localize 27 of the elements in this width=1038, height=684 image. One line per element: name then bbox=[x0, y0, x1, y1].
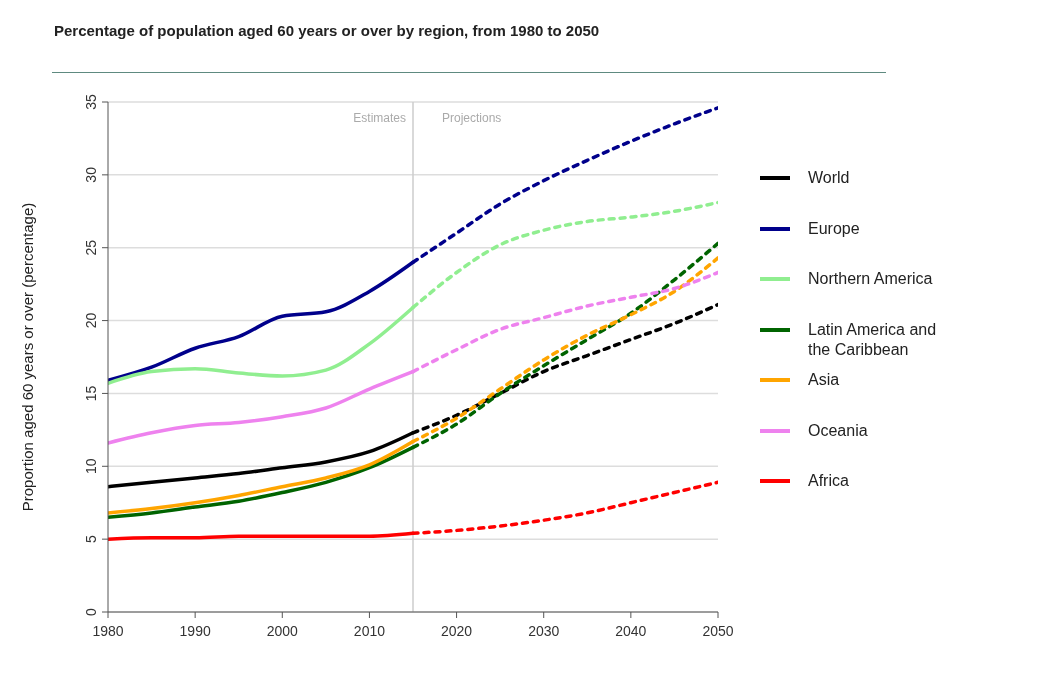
x-tick-label: 2010 bbox=[353, 622, 386, 639]
legend-label: Europe bbox=[808, 218, 861, 239]
x-tick-label: 1980 bbox=[92, 622, 124, 639]
y-tick-label: 20 bbox=[83, 312, 99, 329]
x-tick-label: 1990 bbox=[179, 622, 211, 639]
x-tick-label: 2030 bbox=[528, 622, 560, 639]
x-tick-label: 2000 bbox=[266, 622, 299, 639]
y-tick-label: 35 bbox=[83, 94, 99, 110]
legend-label: Latin America and the Caribbean bbox=[808, 319, 938, 360]
y-tick-label: 25 bbox=[83, 239, 99, 256]
y-tick-label: 30 bbox=[83, 166, 99, 183]
legend-label: Northern America bbox=[808, 269, 934, 289]
y-tick-label: 15 bbox=[83, 385, 99, 402]
legend-label: Asia bbox=[808, 370, 841, 390]
x-tick-label: 2020 bbox=[440, 622, 473, 639]
legend-label: World bbox=[808, 168, 851, 188]
legend-label: Oceania bbox=[808, 420, 869, 441]
x-tick-label: 2040 bbox=[615, 622, 647, 639]
x-tick-label: 2050 bbox=[702, 622, 734, 639]
legend-label: Africa bbox=[808, 471, 850, 491]
chart-title: Percentage of population aged 60 years or over by region, from 1980 to 2050 bbox=[54, 22, 600, 39]
y-tick-label: 5 bbox=[83, 535, 99, 544]
annotation: Projections bbox=[442, 111, 502, 125]
y-tick-label: 10 bbox=[83, 458, 99, 475]
annotation: Estimates bbox=[353, 111, 406, 125]
y-axis-title: Proportion aged 60 years or over (percentage) bbox=[19, 202, 37, 512]
y-tick-label: 0 bbox=[83, 607, 99, 616]
